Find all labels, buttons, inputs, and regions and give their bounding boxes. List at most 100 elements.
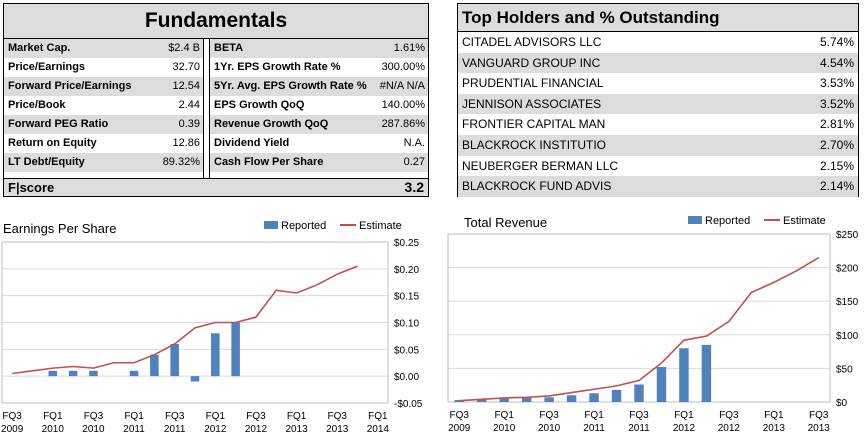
bar-reported [634, 384, 644, 402]
fundamentals-left-column: Market Cap. $2.4 B Price/Earnings 32.70 Fo… [4, 39, 203, 172]
bar-reported [476, 399, 487, 402]
x-tick-label: 2013 [326, 424, 349, 435]
holder-row: BLACKROCK FUND ADVIS 2.14% [458, 176, 858, 197]
x-tick-label: 2012 [204, 424, 227, 435]
metric-row: Return on Equity 12.86 [4, 134, 203, 153]
holder-name: CITADEL ADVISORS LLC [462, 35, 602, 49]
metric-label: EPS Growth QoQ [214, 99, 305, 111]
line-estimate [459, 256, 820, 402]
holders-title: Top Holders and % Outstanding [458, 4, 858, 32]
fscore-label: F|score [8, 180, 55, 195]
holder-name: JENNISON ASSOCIATES [462, 96, 602, 111]
metric-row: 5Yr. Avg. EPS Growth Rate % #N/A N/A [210, 77, 428, 96]
metric-value: N.A. [403, 137, 425, 149]
bar-reported [611, 389, 622, 402]
x-tick-label: 2011 [164, 424, 186, 435]
x-tick-label: 2014 [367, 424, 390, 435]
holder-pct: 4.54% [819, 55, 854, 70]
x-tick-label: FQ1 [287, 411, 307, 422]
x-tick-label: 2013 [285, 424, 308, 435]
holder-name: VANGUARD GROUP INC [462, 55, 601, 70]
metric-row: Revenue Growth QoQ 287.86% [210, 115, 428, 134]
x-tick-label: FQ3 [450, 410, 470, 421]
metric-value: 300.00% [381, 61, 425, 73]
fscore-value: 3.2 [404, 179, 424, 195]
metric-value: 0.27 [403, 156, 425, 168]
metric-label: Market Cap. [8, 42, 71, 54]
metric-value: 2.44 [178, 99, 200, 111]
metric-label: Cash Flow Per Share [214, 156, 324, 168]
metric-value: #N/A N/A [379, 80, 425, 92]
holder-pct: 2.14% [819, 179, 854, 194]
y-tick-label: $0.15 [394, 292, 419, 303]
x-tick-label: FQ1 [43, 411, 63, 422]
x-tick-label: 2013 [808, 423, 831, 434]
x-tick-label: FQ3 [539, 410, 559, 421]
metric-label: LT Debt/Equity [8, 156, 85, 168]
metric-row: BETA 1.61% [210, 39, 428, 58]
metric-row: 1Yr. EPS Growth Rate % 300.00% [210, 58, 428, 77]
holder-row: NEUBERGER BERMAN LLC 2.15% [458, 156, 858, 177]
x-tick-label: 2009 [1, 424, 24, 435]
top-holders-panel: Top Holders and % Outstanding CITADEL AD… [457, 3, 859, 197]
metric-label: 5Yr. Avg. EPS Growth Rate % [214, 80, 367, 92]
bar-reported [701, 344, 712, 402]
x-tick-label: 2010 [42, 424, 65, 435]
holder-pct: 3.53% [819, 76, 854, 91]
x-tick-label: FQ3 [327, 411, 347, 422]
x-tick-label: FQ1 [494, 410, 514, 421]
metric-value: 12.54 [172, 80, 200, 92]
fundamentals-title: Fundamentals [4, 4, 428, 39]
metric-label: Dividend Yield [214, 137, 290, 149]
bar-reported [454, 399, 464, 402]
chart-title: Total Revenue [464, 215, 547, 230]
x-tick-label: 2011 [628, 423, 650, 434]
y-tick-label: $0.05 [394, 345, 419, 356]
bar-reported [89, 370, 98, 377]
line-estimate [12, 265, 358, 375]
x-tick-label: FQ3 [809, 410, 829, 421]
holder-pct: 3.52% [819, 96, 854, 111]
metric-label: BETA [214, 42, 244, 54]
bar-reported [499, 398, 509, 402]
revenue-chart: Total Revenue Reported Estimate $250 $200 $15… [447, 215, 859, 434]
bar-reported [656, 367, 667, 402]
holder-pct: 5.74% [819, 35, 854, 49]
metric-value: 1.61% [393, 42, 425, 54]
metric-label: 1Yr. EPS Growth Rate % [214, 61, 341, 73]
fundamentals-panel: Fundamentals Market Cap. $2.4 B Price/Ear… [3, 3, 429, 197]
x-tick-label: 2012 [245, 424, 268, 435]
metric-row: Price/Earnings 32.70 [4, 58, 203, 77]
metric-label: Price/Earnings [8, 61, 86, 73]
bar-reported [566, 395, 577, 402]
x-tick-label: FQ1 [368, 411, 388, 422]
x-tick-label: 2009 [448, 423, 471, 434]
column-divider [203, 39, 210, 185]
x-tick-label: FQ3 [246, 411, 266, 422]
holder-pct: 2.81% [819, 117, 854, 132]
bar-reported [231, 322, 240, 377]
x-tick-label: FQ1 [206, 411, 226, 422]
y-tick-label: $0.10 [394, 319, 419, 330]
holder-pct: 2.15% [819, 158, 854, 173]
y-tick-label: $0.25 [394, 238, 419, 249]
x-tick-label: FQ3 [84, 411, 104, 422]
holder-row: JENNISON ASSOCIATES 3.52% [458, 93, 858, 115]
metric-row: Cash Flow Per Share 0.27 [210, 153, 428, 172]
metric-row: Forward PEG Ratio 0.39 [4, 115, 203, 134]
bar-reported [211, 333, 220, 377]
legend-label-estimate: Estimate [359, 220, 402, 232]
y-tick-label: $100 [836, 331, 859, 342]
holder-row: CITADEL ADVISORS LLC 5.74% [458, 32, 858, 53]
legend-label-estimate: Estimate [783, 215, 826, 227]
plot-area [1, 241, 389, 404]
bar-reported [521, 397, 532, 402]
bar-reported [679, 348, 689, 402]
metric-row: Market Cap. $2.4 B [4, 39, 203, 58]
y-tick-label: $0.00 [394, 372, 419, 383]
bar-reported [68, 370, 78, 377]
eps-chart: Earnings Per Share Reported Estimate $0.25 $… [1, 220, 423, 435]
x-tick-label: 2010 [493, 423, 516, 434]
x-tick-label: 2010 [82, 424, 105, 435]
bar-reported [150, 354, 159, 377]
